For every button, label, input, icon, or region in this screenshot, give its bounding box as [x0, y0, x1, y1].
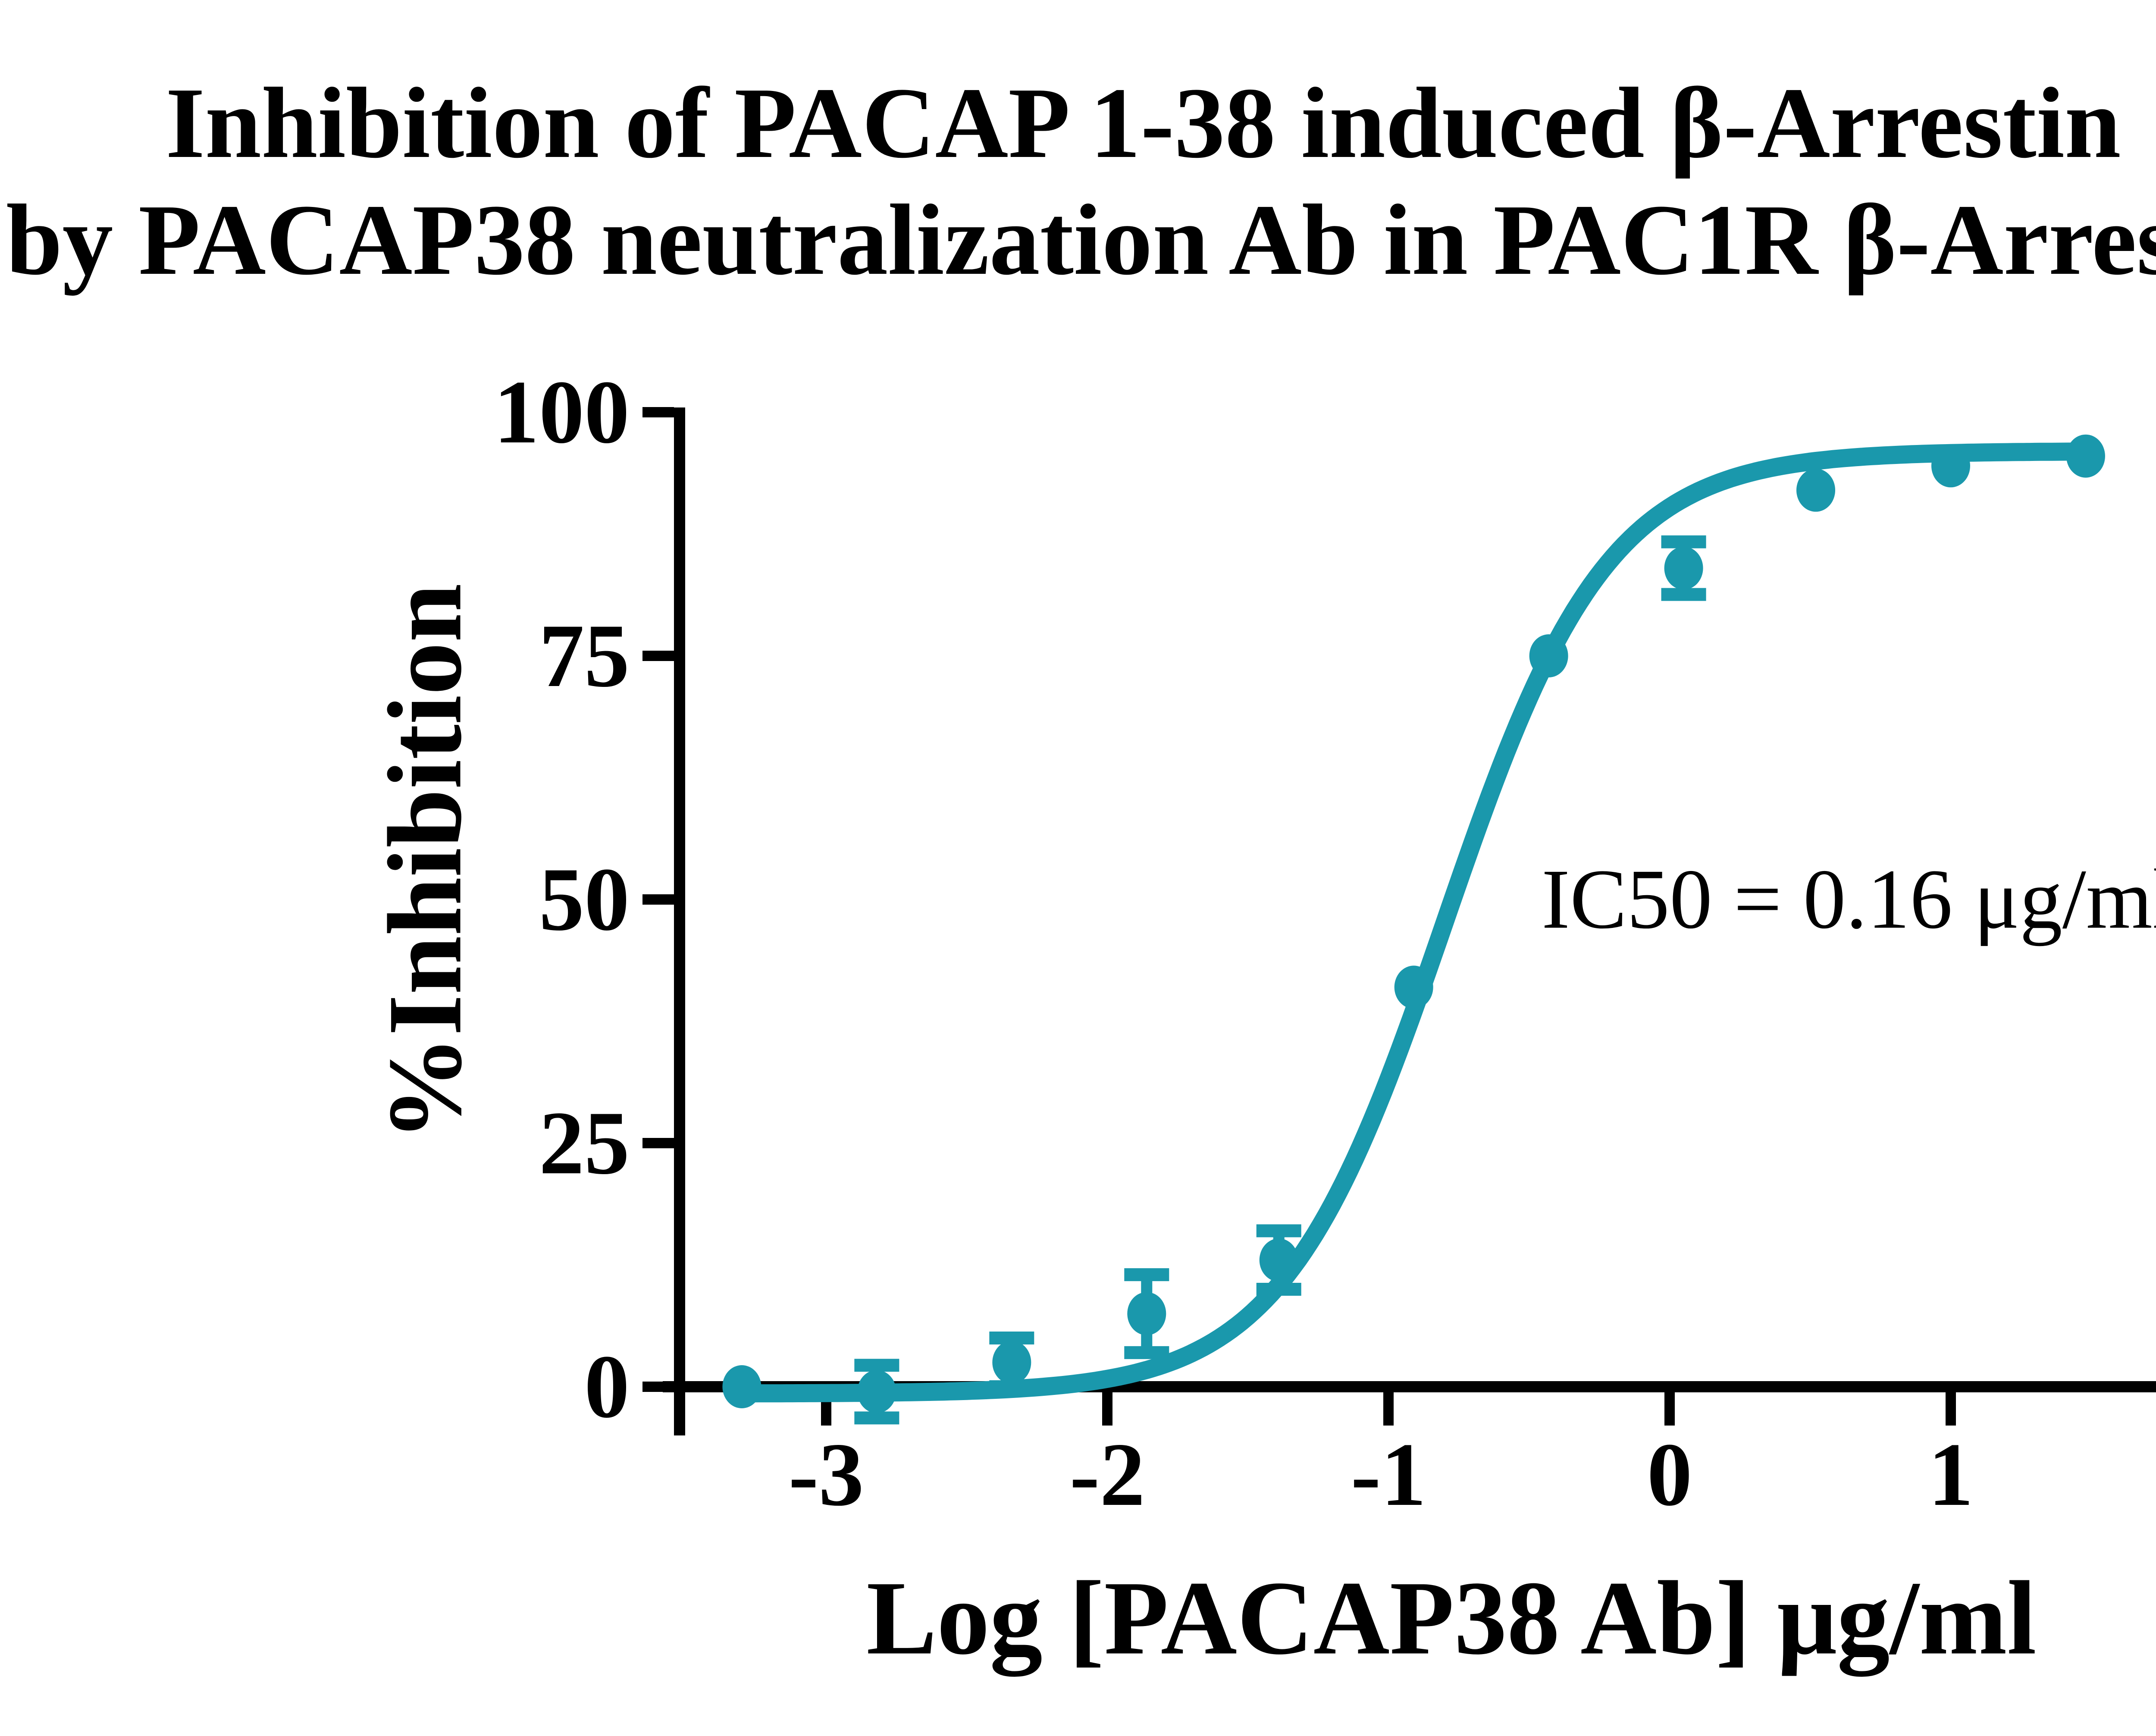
data-point-marker	[1931, 444, 1970, 488]
fit-curve	[733, 442, 2095, 1403]
data-point-marker	[1127, 1292, 1166, 1335]
data-point-marker	[2066, 434, 2105, 478]
data-point-marker	[992, 1341, 1031, 1384]
ic50-annotation: IC50 = 0.16 μg/ml	[1542, 852, 2156, 946]
y-tick-label: 25	[539, 1093, 630, 1193]
chart-title: Inhibition of PACAP 1-38 induced β-Arres…	[0, 65, 2156, 298]
x-tick-label: -2	[1070, 1425, 1145, 1525]
data-point-marker	[1796, 468, 1836, 512]
data-point-marker	[1394, 965, 1433, 1009]
x-tick-label: 1	[1928, 1425, 1974, 1525]
data-point-marker	[722, 1365, 761, 1408]
chart-title-line2: by PACAP38 neutralization Ab in PAC1R β-…	[6, 184, 2156, 296]
chart-title-line1: Inhibition of PACAP 1-38 induced β-Arres…	[165, 67, 2121, 179]
data-point-marker	[1529, 634, 1568, 677]
y-tick-label: 75	[539, 606, 630, 706]
y-tick-label: 0	[584, 1337, 630, 1437]
y-tick-label: 100	[494, 362, 630, 462]
data-point-marker	[1259, 1238, 1298, 1282]
x-axis-title: Log [PACAP38 Ab] μg/ml	[866, 1560, 2037, 1677]
data-point-marker	[857, 1370, 896, 1413]
y-axis-title: %Inhibition	[367, 583, 483, 1141]
x-tick-label: -1	[1351, 1425, 1426, 1525]
x-tick-label: 0	[1647, 1425, 1692, 1525]
y-tick-label: 50	[539, 849, 630, 949]
data-point-marker	[1664, 546, 1703, 590]
x-tick-label: -3	[789, 1425, 864, 1525]
